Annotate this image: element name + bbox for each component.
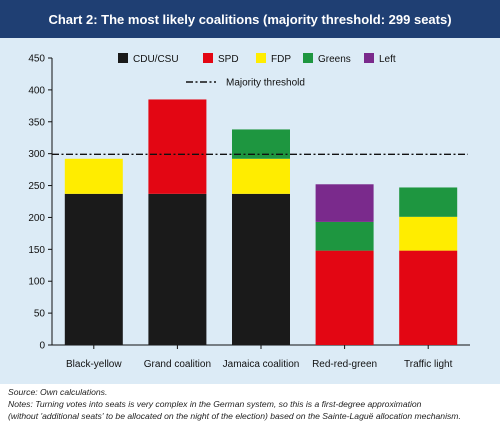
y-tick-label: 450 <box>28 54 45 65</box>
y-tick-label: 350 <box>28 117 45 128</box>
y-tick-label: 250 <box>28 181 45 192</box>
x-tick-label: Red-red-green <box>312 359 377 370</box>
y-tick-label: 0 <box>39 341 45 352</box>
legend-label: Greens <box>318 54 351 65</box>
chart-header: Chart 2: The most likely coalitions (maj… <box>0 0 500 38</box>
y-tick-label: 100 <box>28 277 45 288</box>
x-tick-label: Black-yellow <box>66 359 122 370</box>
legend-swatch-greens <box>303 53 313 63</box>
bar-segment-spd <box>148 99 207 194</box>
bar-segment-fdp <box>64 158 123 194</box>
y-tick-label: 50 <box>34 309 46 320</box>
legend-label: Left <box>379 54 396 65</box>
y-tick-label: 150 <box>28 245 45 256</box>
bar-segment-spd <box>315 250 374 345</box>
notes-line-1: Notes: Turning votes into seats is very … <box>8 399 422 409</box>
legend-swatch-cdu-csu <box>118 53 128 63</box>
y-tick-label: 400 <box>28 85 45 96</box>
legend-label: CDU/CSU <box>133 54 179 65</box>
coalition-chart: 0 50 100 150 200 250 300 350 400 450 Black-yellow G… <box>28 53 470 370</box>
legend-swatch-spd <box>203 53 213 63</box>
x-tick-label: Grand coalition <box>144 359 211 370</box>
legend-swatch-fdp <box>256 53 266 63</box>
notes-line-2: (without 'additional seats' to be alloca… <box>8 411 461 421</box>
legend-label: SPD <box>218 54 239 65</box>
x-tick-label: Traffic light <box>404 359 453 370</box>
bar-segment-fdp <box>399 216 458 251</box>
y-tick-label: 200 <box>28 213 45 224</box>
legend-label: FDP <box>271 54 291 65</box>
chart-notes: Source: Own calculations. Notes: Turning… <box>8 386 498 422</box>
x-tick-label: Jamaica coalition <box>223 359 300 370</box>
bar-segment-cdu-csu <box>232 193 290 345</box>
source-note: Source: Own calculations. <box>8 387 108 397</box>
bar-segment-greens <box>399 187 458 217</box>
legend-swatch-left <box>364 53 374 63</box>
bar-segment-cdu-csu <box>148 193 207 345</box>
bar-segment-fdp <box>232 158 290 194</box>
bar-segment-cdu-csu <box>64 193 123 345</box>
bar-segment-left <box>315 184 374 222</box>
y-tick-label: 300 <box>28 149 45 160</box>
bar-segment-spd <box>399 250 458 345</box>
legend-threshold-label: Majority threshold <box>226 78 305 89</box>
chart-title: Chart 2: The most likely coalitions (maj… <box>48 11 452 27</box>
bar-segment-greens <box>315 221 374 251</box>
